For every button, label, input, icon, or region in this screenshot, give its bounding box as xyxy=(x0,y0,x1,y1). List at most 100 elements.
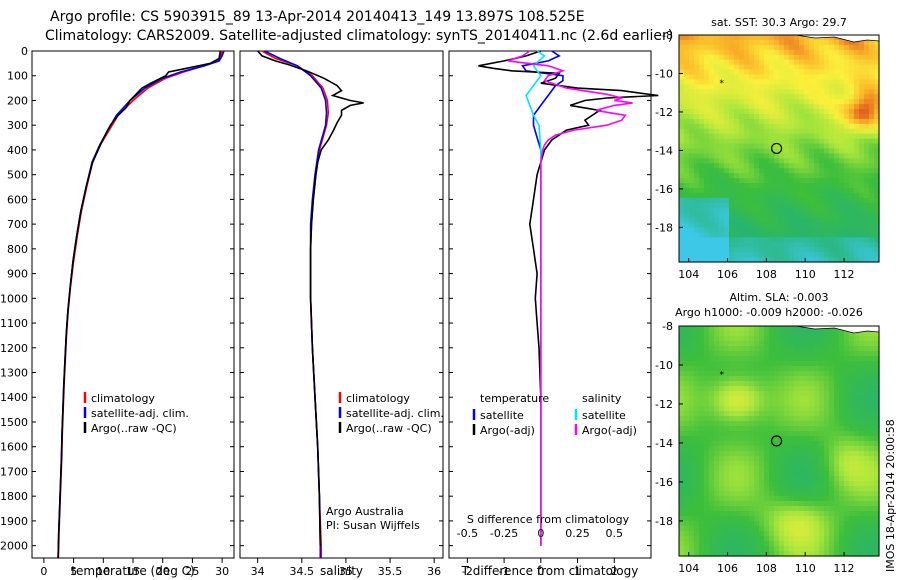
map-cell xyxy=(804,158,810,164)
map-cell xyxy=(814,386,820,392)
map-cell xyxy=(709,386,715,392)
map-cell xyxy=(729,153,735,159)
map-cell xyxy=(859,506,865,512)
map-cell xyxy=(719,546,725,552)
map-cell xyxy=(809,441,815,447)
map-cell xyxy=(784,486,790,492)
map-cell xyxy=(769,173,775,179)
map-cell xyxy=(829,222,835,229)
map-cell xyxy=(814,89,820,95)
map-cell xyxy=(844,74,850,81)
map-cell xyxy=(839,441,845,447)
map-cell xyxy=(794,217,800,224)
map-cell xyxy=(789,501,795,507)
map-cell xyxy=(679,361,685,367)
y-tick-label: 100 xyxy=(7,70,28,83)
map-cell xyxy=(729,396,735,402)
map-cell xyxy=(824,173,830,179)
map-cell xyxy=(824,501,830,507)
map-cell xyxy=(809,421,815,427)
map-cell xyxy=(829,94,835,100)
map-cell xyxy=(719,541,725,547)
map-cell xyxy=(709,59,715,66)
map-cell xyxy=(859,366,865,372)
map-cell xyxy=(689,192,695,199)
map-cell xyxy=(854,376,860,382)
map-cell xyxy=(744,89,750,95)
map-cell xyxy=(679,104,685,110)
y-tick-label: 1600 xyxy=(0,441,28,454)
map-cell xyxy=(709,192,715,199)
map-cell xyxy=(704,451,710,457)
map-cell xyxy=(819,242,825,248)
map-cell xyxy=(684,486,690,492)
map-cell xyxy=(784,118,790,125)
map-cell xyxy=(719,481,725,487)
map-cell xyxy=(714,346,720,352)
map-cell xyxy=(704,89,710,95)
map-cell xyxy=(769,44,775,51)
map-cell xyxy=(864,143,870,150)
map-cell xyxy=(784,99,790,105)
map-cell xyxy=(694,376,700,382)
map-cell xyxy=(679,39,685,46)
map-cell xyxy=(709,541,715,547)
map-cell xyxy=(814,521,820,527)
map-cell xyxy=(854,212,860,219)
map-cell xyxy=(809,197,815,204)
map-cell xyxy=(714,197,720,204)
map-cell xyxy=(854,491,860,497)
map-cell xyxy=(689,361,695,367)
map-cell xyxy=(684,217,690,224)
map-cell xyxy=(689,94,695,100)
map-cell xyxy=(754,247,760,253)
map-cell xyxy=(679,486,685,492)
map-cell xyxy=(799,441,805,447)
map-cell xyxy=(679,416,685,422)
map-cell xyxy=(769,49,775,56)
map-cell xyxy=(819,212,825,219)
map-cell xyxy=(684,401,690,407)
map-cell xyxy=(679,148,685,155)
map-cell xyxy=(829,242,835,248)
map-cell xyxy=(824,421,830,427)
map-cell xyxy=(864,237,870,243)
map-cell xyxy=(684,471,690,477)
map-cell xyxy=(804,187,810,194)
map-cell xyxy=(769,516,775,522)
map-cell xyxy=(709,526,715,532)
map-cell xyxy=(739,466,745,472)
map-cell xyxy=(764,138,770,145)
map-cell xyxy=(809,476,815,482)
map-cell xyxy=(824,486,830,492)
map-cell xyxy=(684,536,690,542)
map-cell xyxy=(824,207,830,214)
map-cell xyxy=(704,94,710,100)
map-cell xyxy=(774,232,780,238)
map-cell xyxy=(834,178,840,184)
map-cell xyxy=(794,133,800,140)
map-cell xyxy=(844,466,850,472)
map-cell xyxy=(739,74,745,81)
map-cell xyxy=(729,371,735,377)
map-cell xyxy=(699,153,705,159)
map-cell xyxy=(804,461,810,467)
map-cell xyxy=(779,207,785,214)
map-cell xyxy=(724,79,730,85)
map-cell xyxy=(719,128,725,135)
map-cell xyxy=(774,39,780,46)
map-cell xyxy=(774,506,780,512)
map-cell xyxy=(799,381,805,387)
map-cell xyxy=(744,35,750,41)
legend-title: temperature xyxy=(480,392,549,405)
map-cell xyxy=(719,386,725,392)
map-cell xyxy=(749,237,755,243)
map-cell xyxy=(764,178,770,184)
map-cell xyxy=(754,89,760,95)
map-cell xyxy=(734,84,740,90)
map-cell xyxy=(779,551,785,557)
map-cell xyxy=(829,257,835,263)
map-cell xyxy=(779,79,785,85)
map-cell xyxy=(834,133,840,140)
map-cell xyxy=(859,183,865,189)
